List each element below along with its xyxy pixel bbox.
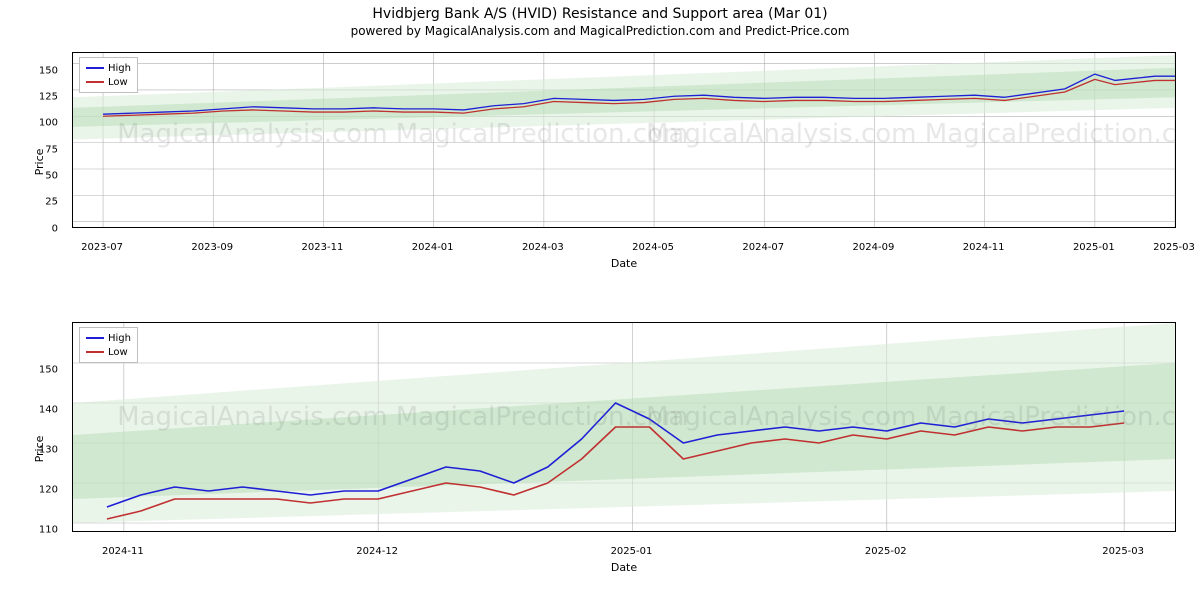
bottom-panel: Price 110120130140150 High Low MagicalAn… bbox=[72, 322, 1176, 576]
x-tick-label: 2023-11 bbox=[302, 242, 344, 253]
legend-label-low: Low bbox=[108, 77, 128, 88]
x-tick-label: 2024-01 bbox=[412, 242, 454, 253]
y-tick-label: 130 bbox=[18, 445, 58, 456]
top-panel: Price 0255075100125150 High Low MagicalA… bbox=[72, 52, 1176, 272]
x-tick-label: 2024-03 bbox=[522, 242, 564, 253]
legend-swatch-low bbox=[86, 81, 104, 83]
legend-label-high: High bbox=[108, 63, 131, 74]
y-tick-label: 50 bbox=[18, 171, 58, 182]
x-tick-label: 2025-01 bbox=[611, 546, 653, 557]
x-tick-label: 2023-07 bbox=[81, 242, 123, 253]
y-tick-label: 150 bbox=[18, 65, 58, 76]
x-tick-label: 2024-11 bbox=[963, 242, 1005, 253]
legend-label-high: High bbox=[108, 333, 131, 344]
chart-subtitle: powered by MagicalAnalysis.com and Magic… bbox=[0, 22, 1200, 42]
y-tick-label: 100 bbox=[18, 118, 58, 129]
legend: High Low bbox=[79, 327, 138, 363]
y-tick-label: 0 bbox=[18, 223, 58, 234]
x-tick-label: 2024-12 bbox=[356, 546, 398, 557]
x-tick-label: 2025-02 bbox=[865, 546, 907, 557]
chart-title: Hvidbjerg Bank A/S (HVID) Resistance and… bbox=[0, 0, 1200, 22]
legend-swatch-high bbox=[86, 337, 104, 339]
y-tick-label: 110 bbox=[18, 525, 58, 536]
y-tick-label: 140 bbox=[18, 405, 58, 416]
x-axis-label: Date bbox=[72, 257, 1176, 270]
x-tick-label: 2023-09 bbox=[191, 242, 233, 253]
legend-item-high: High bbox=[86, 61, 131, 75]
legend-label-low: Low bbox=[108, 347, 128, 358]
x-axis-label: Date bbox=[72, 561, 1176, 574]
legend-swatch-low bbox=[86, 351, 104, 353]
x-tick-label: 2024-11 bbox=[102, 546, 144, 557]
legend: High Low bbox=[79, 57, 138, 93]
legend-item-low: Low bbox=[86, 75, 131, 89]
x-tick-label: 2024-09 bbox=[853, 242, 895, 253]
x-tick-label: 2024-05 bbox=[632, 242, 674, 253]
y-tick-label: 150 bbox=[18, 365, 58, 376]
top-plot-area: High Low MagicalAnalysis.com MagicalPred… bbox=[72, 52, 1176, 228]
y-tick-label: 75 bbox=[18, 144, 58, 155]
figure: Hvidbjerg Bank A/S (HVID) Resistance and… bbox=[0, 0, 1200, 600]
x-tick-label: 2025-01 bbox=[1073, 242, 1115, 253]
y-tick-label: 120 bbox=[18, 485, 58, 496]
legend-item-low: Low bbox=[86, 345, 131, 359]
y-tick-label: 25 bbox=[18, 197, 58, 208]
bottom-plot-area: High Low MagicalAnalysis.com MagicalPred… bbox=[72, 322, 1176, 532]
x-tick-label: 2025-03 bbox=[1153, 242, 1195, 253]
legend-swatch-high bbox=[86, 67, 104, 69]
x-tick-label: 2025-03 bbox=[1102, 546, 1144, 557]
y-tick-label: 125 bbox=[18, 91, 58, 102]
x-tick-label: 2024-07 bbox=[742, 242, 784, 253]
legend-item-high: High bbox=[86, 331, 131, 345]
